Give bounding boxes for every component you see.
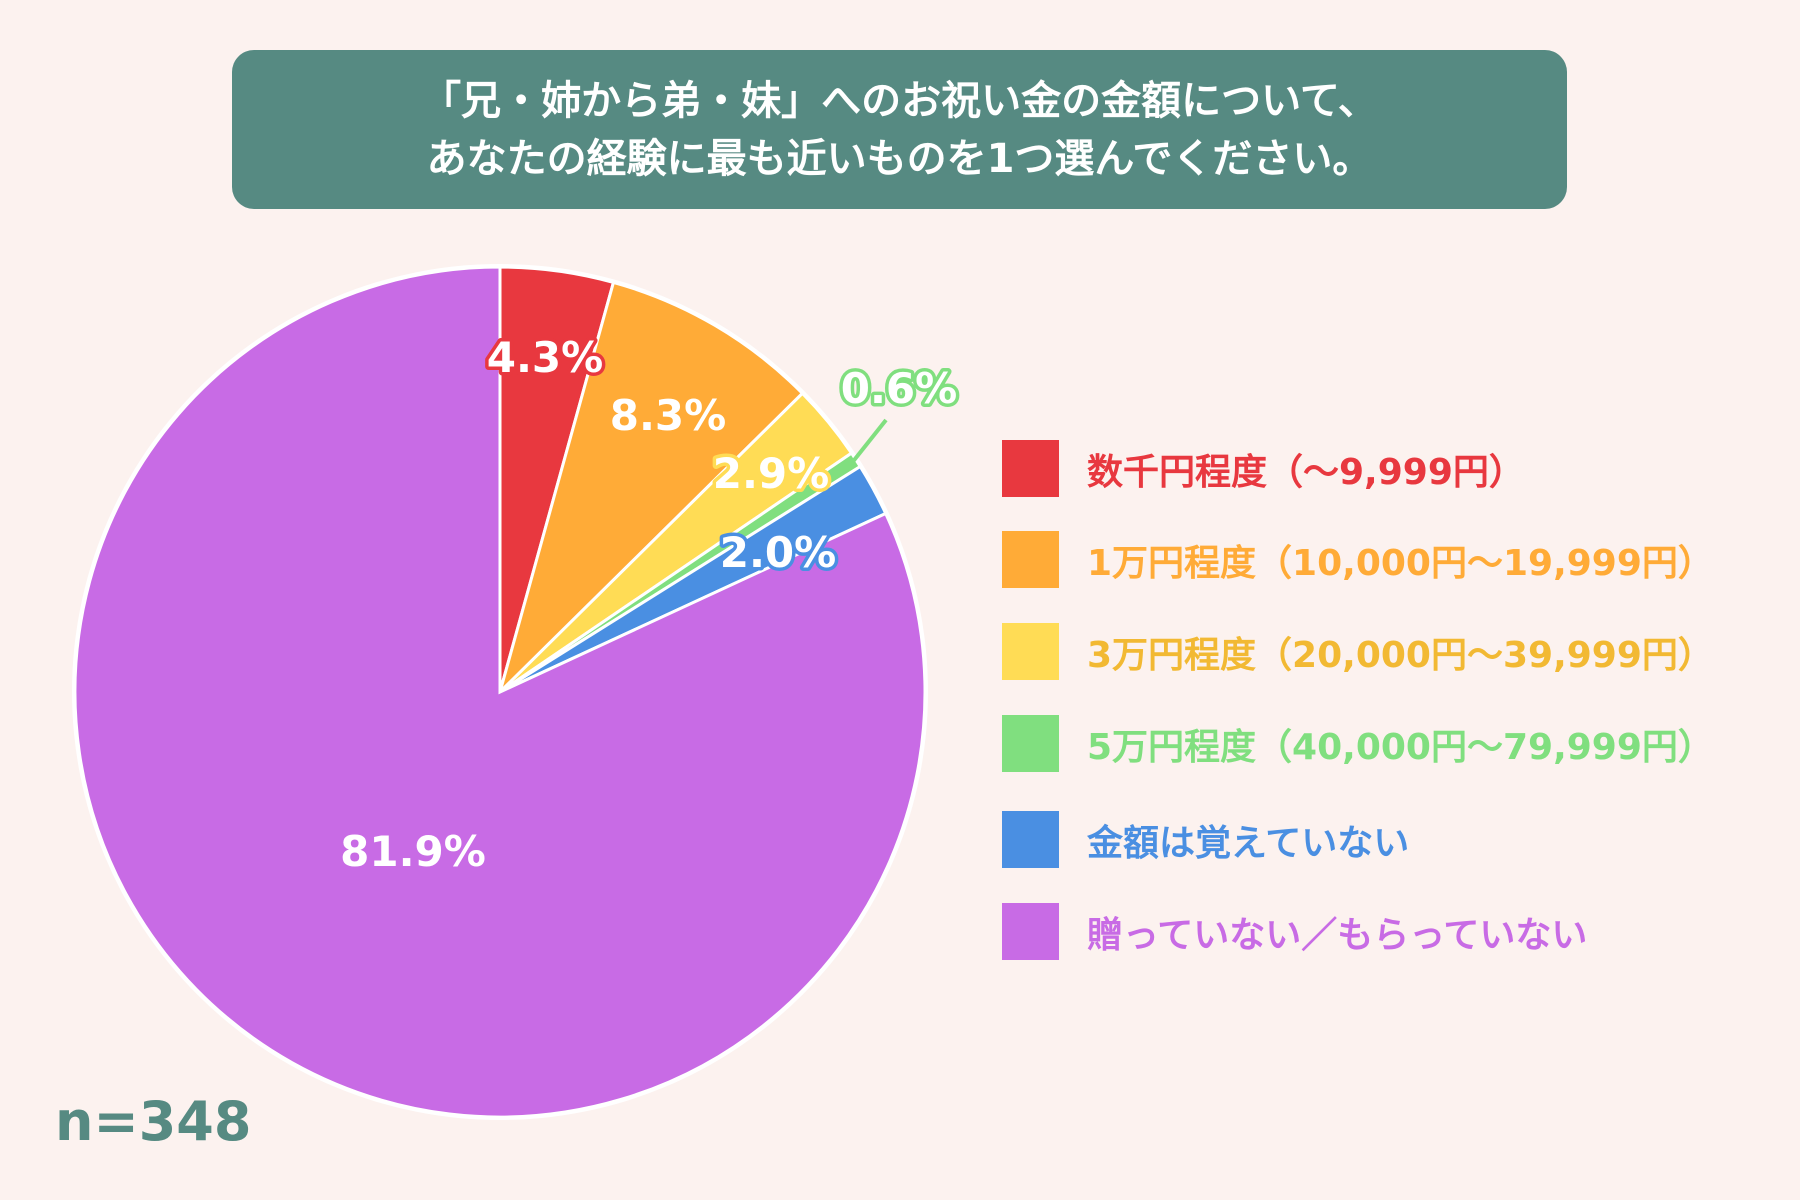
legend-swatch: [1002, 715, 1059, 772]
legend-label: 金額は覚えていない: [1087, 822, 1410, 864]
legend-swatch: [1002, 531, 1059, 588]
legend-label: 数千円程度（～9,999円）: [1087, 451, 1525, 493]
legend-item-3: 3万円程度（20,000円～39,999円）: [1002, 623, 1714, 680]
data-label-4: 0.6%: [841, 364, 957, 413]
chart-title: 「兄・姉から弟・妹」へのお祝い金の金額について、 あなたの経験に最も近いものを1…: [232, 50, 1567, 209]
legend-item-5: 金額は覚えていない: [1002, 811, 1409, 868]
leader-line: [851, 418, 888, 464]
legend-swatch: [1002, 811, 1059, 868]
title-line-2: あなたの経験に最も近いものを1つ選んでください。: [426, 135, 1373, 182]
legend-swatch: [1002, 623, 1059, 680]
legend-item-6: 贈っていない／もらっていない: [1002, 903, 1587, 960]
legend-label: 贈っていない／もらっていない: [1087, 914, 1588, 956]
legend-label: 3万円程度（20,000円～39,999円）: [1087, 634, 1714, 676]
data-label-6: 81.9%: [340, 827, 486, 876]
data-label-5: 2.0%: [720, 528, 836, 577]
data-label-1: 4.3%: [487, 333, 603, 382]
sample-size: n=348: [55, 1090, 252, 1153]
legend-item-2: 1万円程度（10,000円～19,999円）: [1002, 531, 1714, 588]
data-label-3: 2.9%: [713, 449, 829, 498]
legend-item-4: 5万円程度（40,000円～79,999円）: [1002, 715, 1714, 772]
legend-label: 5万円程度（40,000円～79,999円）: [1087, 726, 1714, 768]
pie-slice-2[interactable]: [497, 280, 805, 698]
data-label-2: 8.3%: [610, 391, 726, 440]
title-line-1: 「兄・姉から弟・妹」へのお祝い金の金額について、: [421, 77, 1378, 124]
legend-swatch: [1002, 440, 1059, 497]
legend-swatch: [1002, 903, 1059, 960]
pie-slice-6[interactable]: [73, 265, 927, 1119]
legend-item-1: 数千円程度（～9,999円）: [1002, 440, 1525, 497]
legend-label: 1万円程度（10,000円～19,999円）: [1087, 542, 1714, 584]
